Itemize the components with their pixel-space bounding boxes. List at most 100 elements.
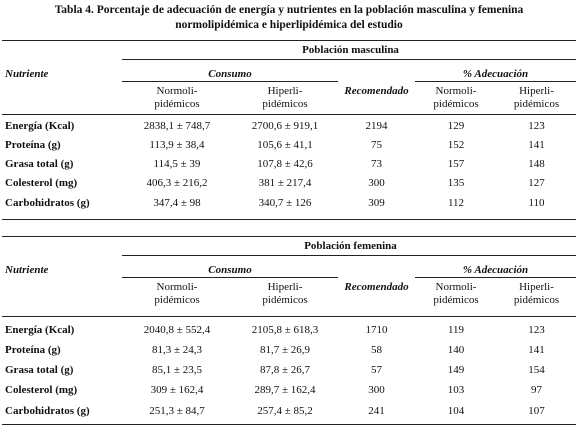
section-title: Población masculina <box>302 44 399 56</box>
cell-nutrient: Colesterol (mg) <box>5 177 78 189</box>
cell-pct-hiper: 110 <box>528 197 545 209</box>
cell-pct-hiper: 148 <box>528 158 545 170</box>
cell-pct-normo: 140 <box>447 344 465 356</box>
header-nutriente: Nutriente <box>5 68 49 80</box>
header-normo-line2: pidémicos <box>154 98 200 110</box>
rule-under-consumo <box>122 81 338 82</box>
table-row: Energía (Kcal) 2838,1 ± 748,7 2700,6 ± 9… <box>0 119 578 134</box>
cell-nutrient: Grasa total (g) <box>5 158 74 170</box>
header-pct-hiper-line2: pidémicos <box>513 98 560 110</box>
cell-pct-hiper: 123 <box>528 324 545 336</box>
table-row: Grasa total (g) 114,5 ± 39 107,8 ± 42,6 … <box>0 157 578 172</box>
table-row: Proteína (g) 81,3 ± 24,3 81,7 ± 26,9 58 … <box>0 343 578 358</box>
cell-recomendado: 241 <box>368 405 385 417</box>
header-hiper-line2: pidémicos <box>262 294 308 306</box>
header-pct-normo-line1: Normoli- <box>435 281 477 293</box>
cell-pct-normo: 157 <box>447 158 465 170</box>
cell-recomendado: 1710 <box>365 324 388 336</box>
rule-under-section-title <box>122 255 576 256</box>
cell-recomendado: 2194 <box>365 120 388 132</box>
table-row: Grasa total (g) 85,1 ± 23,5 87,8 ± 26,7 … <box>0 363 578 378</box>
rule-under-adecuacion <box>415 81 576 82</box>
cell-nutrient: Carbohidratos (g) <box>5 405 90 417</box>
cell-pct-hiper: 154 <box>528 364 545 376</box>
cell-normo: 251,3 ± 84,7 <box>149 405 205 417</box>
header-adecuacion: % Adecuación <box>462 68 529 80</box>
rule-bottom <box>2 219 576 220</box>
cell-hiper: 105,6 ± 41,1 <box>257 139 313 151</box>
header-normo-line1: Normoli- <box>156 281 198 293</box>
cell-recomendado: 58 <box>371 344 382 356</box>
section-title: Población femenina <box>304 240 397 252</box>
cell-hiper: 2105,8 ± 618,3 <box>251 324 319 336</box>
cell-hiper: 81,7 ± 26,9 <box>259 344 311 356</box>
cell-nutrient: Energía (Kcal) <box>5 120 75 132</box>
rule-under-section-title <box>122 59 576 60</box>
cell-nutrient: Colesterol (mg) <box>5 384 78 396</box>
header-recomendado: Recomendado <box>344 281 409 293</box>
cell-nutrient: Proteína (g) <box>5 344 61 356</box>
cell-nutrient: Carbohidratos (g) <box>5 197 90 209</box>
header-hiper-line1: Hiperli- <box>267 281 303 293</box>
rule-top <box>2 40 576 41</box>
header-consumo: Consumo <box>208 68 252 80</box>
cell-hiper: 2700,6 ± 919,1 <box>251 120 319 132</box>
header-hiper-line1: Hiperli- <box>267 85 303 97</box>
cell-hiper: 87,8 ± 26,7 <box>259 364 311 376</box>
header-pct-normo-line1: Normoli- <box>435 85 477 97</box>
cell-pct-hiper: 97 <box>531 384 542 396</box>
header-pct-hiper-line1: Hiperli- <box>519 281 554 293</box>
header-pct-hiper-line2: pidémicos <box>513 294 560 306</box>
header-recomendado: Recomendado <box>344 85 409 97</box>
cell-normo: 113,9 ± 38,4 <box>149 139 205 151</box>
table-row: Proteína (g) 113,9 ± 38,4 105,6 ± 41,1 7… <box>0 138 578 153</box>
cell-nutrient: Energía (Kcal) <box>5 324 75 336</box>
cell-hiper: 257,4 ± 85,2 <box>257 405 313 417</box>
header-pct-hiper-line1: Hiperli- <box>519 85 554 97</box>
cell-normo: 81,3 ± 24,3 <box>151 344 203 356</box>
cell-pct-normo: 112 <box>447 197 465 209</box>
cell-pct-normo: 149 <box>447 364 465 376</box>
cell-recomendado: 300 <box>368 177 385 189</box>
cell-recomendado: 73 <box>371 158 382 170</box>
cell-pct-hiper: 141 <box>528 344 545 356</box>
cell-pct-normo: 104 <box>447 405 465 417</box>
rule-under-adecuacion <box>415 277 576 278</box>
cell-hiper: 289,7 ± 162,4 <box>254 384 316 396</box>
cell-pct-hiper: 127 <box>528 177 545 189</box>
cell-recomendado: 57 <box>371 364 382 376</box>
table-row: Colesterol (mg) 406,3 ± 216,2 381 ± 217,… <box>0 176 578 191</box>
cell-pct-hiper: 107 <box>528 405 545 417</box>
cell-hiper: 107,8 ± 42,6 <box>257 158 313 170</box>
rule-under-header <box>2 316 576 317</box>
table-row: Carbohidratos (g) 347,4 ± 98 340,7 ± 126… <box>0 196 578 211</box>
rule-bottom <box>2 424 576 425</box>
cell-pct-hiper: 123 <box>528 120 545 132</box>
header-normo-line2: pidémicos <box>154 294 200 306</box>
cell-pct-normo: 152 <box>447 139 465 151</box>
table-row: Colesterol (mg) 309 ± 162,4 289,7 ± 162,… <box>0 383 578 398</box>
rule-top <box>2 236 576 237</box>
cell-normo: 347,4 ± 98 <box>153 197 201 209</box>
cell-normo: 309 ± 162,4 <box>150 384 204 396</box>
cell-pct-hiper: 141 <box>528 139 545 151</box>
cell-hiper: 340,7 ± 126 <box>258 197 312 209</box>
header-normo-line1: Normoli- <box>156 85 198 97</box>
cell-recomendado: 300 <box>368 384 385 396</box>
header-adecuacion: % Adecuación <box>462 264 529 276</box>
header-nutriente: Nutriente <box>5 264 49 276</box>
cell-nutrient: Grasa total (g) <box>5 364 74 376</box>
cell-pct-normo: 129 <box>447 120 465 132</box>
cell-pct-normo: 135 <box>447 177 465 189</box>
cell-normo: 2838,1 ± 748,7 <box>143 120 211 132</box>
rule-under-header <box>2 114 576 115</box>
cell-pct-normo: 103 <box>447 384 465 396</box>
table-title-line1: Tabla 4. Porcentaje de adecuación de ene… <box>54 4 524 16</box>
cell-normo: 406,3 ± 216,2 <box>146 177 208 189</box>
table-title-line2: normolipidémica e hiperlipidémica del es… <box>175 19 403 31</box>
cell-hiper: 381 ± 217,4 <box>258 177 312 189</box>
cell-nutrient: Proteína (g) <box>5 139 61 151</box>
rule-under-consumo <box>122 277 338 278</box>
header-hiper-line2: pidémicos <box>262 98 308 110</box>
cell-normo: 114,5 ± 39 <box>153 158 201 170</box>
